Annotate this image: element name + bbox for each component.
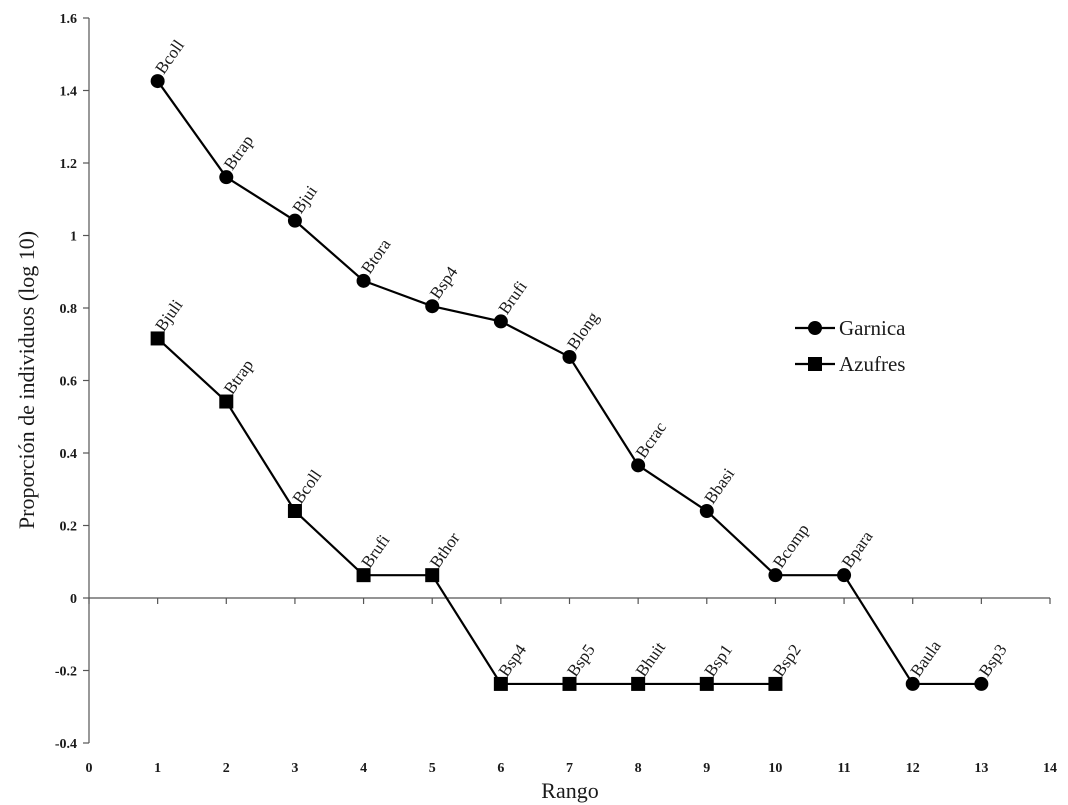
series-line-azufres [156, 337, 776, 686]
data-label: Bsp5 [563, 641, 599, 681]
data-label: Bsp4 [426, 263, 462, 303]
data-label: Blong [563, 308, 603, 353]
x-tick-label: 13 [974, 761, 988, 776]
data-point [768, 676, 783, 691]
data-point [219, 170, 234, 185]
x-tick-label: 14 [1043, 761, 1057, 776]
data-point [425, 568, 440, 583]
data-point [905, 676, 920, 691]
data-point [287, 213, 302, 228]
x-tick-label: 4 [360, 761, 367, 776]
y-tick-label: 0.4 [60, 447, 78, 462]
data-label: Brufi [357, 531, 393, 572]
data-label: Bhuit [632, 638, 669, 680]
data-point [699, 504, 714, 518]
legend-label: Garnica [839, 316, 906, 340]
data-point [974, 676, 989, 691]
x-tick-label: 5 [429, 761, 436, 776]
x-tick-label: 8 [635, 761, 642, 776]
data-point [150, 74, 165, 89]
x-tick-label: 0 [86, 761, 93, 776]
data-label: Bsp4 [495, 640, 531, 680]
data-label: Bcomp [769, 520, 813, 571]
data-label: Baula [906, 636, 945, 680]
data-label: Bsp2 [769, 641, 805, 681]
plot-area: -0.4-0.200.20.40.60.811.21.41.60 1 2 3 4 5 6 7 8… [55, 12, 1057, 776]
data-label: Bcrac [632, 418, 671, 462]
data-label: Brufi [495, 277, 531, 318]
data-point [287, 504, 302, 518]
data-label: Bpara [838, 527, 877, 572]
data-label: Btora [357, 235, 394, 277]
data-point [219, 394, 234, 409]
legend-label: Azufres [839, 352, 905, 376]
legend-marker [808, 321, 822, 335]
data-label: Bjui [289, 182, 322, 217]
x-tick-label: 7 [566, 761, 573, 776]
data-point [631, 676, 646, 691]
data-label: Bsp3 [975, 641, 1011, 681]
y-tick-label: 1.6 [60, 12, 78, 27]
data-label: Btrap [220, 356, 257, 398]
data-point [356, 568, 371, 583]
data-point [493, 314, 508, 329]
y-tick-label: 0.2 [60, 520, 78, 535]
data-point [837, 568, 852, 583]
x-tick-label: 6 [497, 761, 504, 776]
series-line-garnica [156, 80, 982, 686]
y-tick-label: 0 [70, 592, 77, 607]
data-point [562, 676, 577, 691]
x-tick-label: 3 [291, 761, 298, 776]
data-point [493, 676, 508, 691]
data-point [699, 676, 714, 691]
data-label: Bbasi [700, 464, 738, 507]
data-label: Bcoll [151, 36, 188, 77]
legend-marker [808, 357, 822, 371]
x-tick-label: 11 [837, 761, 850, 776]
y-tick-label: 1.2 [60, 157, 78, 172]
y-tick-label: 0.6 [60, 375, 78, 390]
data-point [768, 568, 783, 583]
x-tick-label: 2 [223, 761, 230, 776]
y-axis-title: Proporción de individuos (log 10) [14, 231, 39, 529]
y-tick-label: -0.2 [55, 665, 77, 680]
x-axis-title: Rango [541, 778, 598, 803]
x-tick-label: 9 [703, 761, 710, 776]
data-label: Bcoll [289, 466, 326, 507]
y-tick-label: -0.4 [55, 737, 77, 752]
y-tick-label: 1.4 [60, 85, 78, 100]
data-point [562, 349, 577, 364]
y-tick-label: 0.8 [60, 302, 78, 317]
data-label: Bjuli [151, 296, 186, 335]
data-point [631, 458, 646, 473]
data-label: Bsp1 [700, 641, 736, 681]
x-tick-label: 12 [906, 761, 920, 776]
data-point [150, 331, 165, 346]
x-tick-label: 1 [154, 761, 161, 776]
y-tick-label: 1 [70, 230, 77, 245]
data-point [425, 299, 440, 314]
data-label: Bthor [426, 529, 464, 572]
x-tick-label: 10 [768, 761, 782, 776]
data-point [356, 273, 371, 288]
data-label: Btrap [220, 132, 257, 174]
